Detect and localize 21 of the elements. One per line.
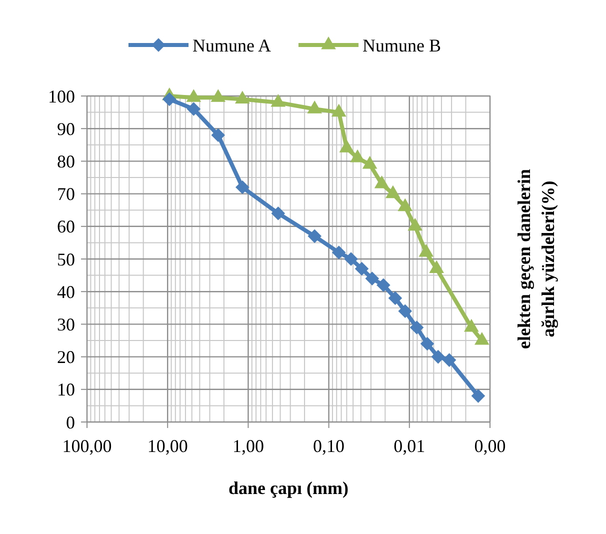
y-tick-label: 30 (57, 314, 75, 334)
legend-label: Numune A (192, 35, 271, 56)
x-tick-label: 0,01 (394, 436, 426, 456)
x-tick-label: 10,00 (147, 436, 188, 456)
x-tick-label: 0,00 (474, 436, 506, 456)
y-tick-label: 40 (57, 282, 75, 302)
legend-label: Numune B (362, 35, 441, 56)
y-tick-label: 100 (48, 86, 75, 106)
x-axis-title: dane çapı (mm) (228, 478, 348, 498)
y-tick-label: 0 (66, 412, 75, 432)
x-tick-label: 100,00 (62, 436, 112, 456)
y-tick-label: 50 (57, 249, 75, 270)
y-tick-label: 20 (57, 347, 75, 368)
y-tick-label: 80 (57, 152, 75, 172)
y-tick-label: 90 (57, 118, 75, 139)
x-tick-label: 0,10 (313, 436, 345, 456)
y-tick-label: 70 (57, 184, 75, 204)
x-tick-label: 1,00 (232, 436, 264, 456)
y-axis-title: elekten geçen danelerin ağırlık yüzdeleri(%) (514, 169, 558, 349)
y-tick-label: 10 (57, 380, 75, 400)
y-tick-label: 60 (57, 216, 75, 237)
